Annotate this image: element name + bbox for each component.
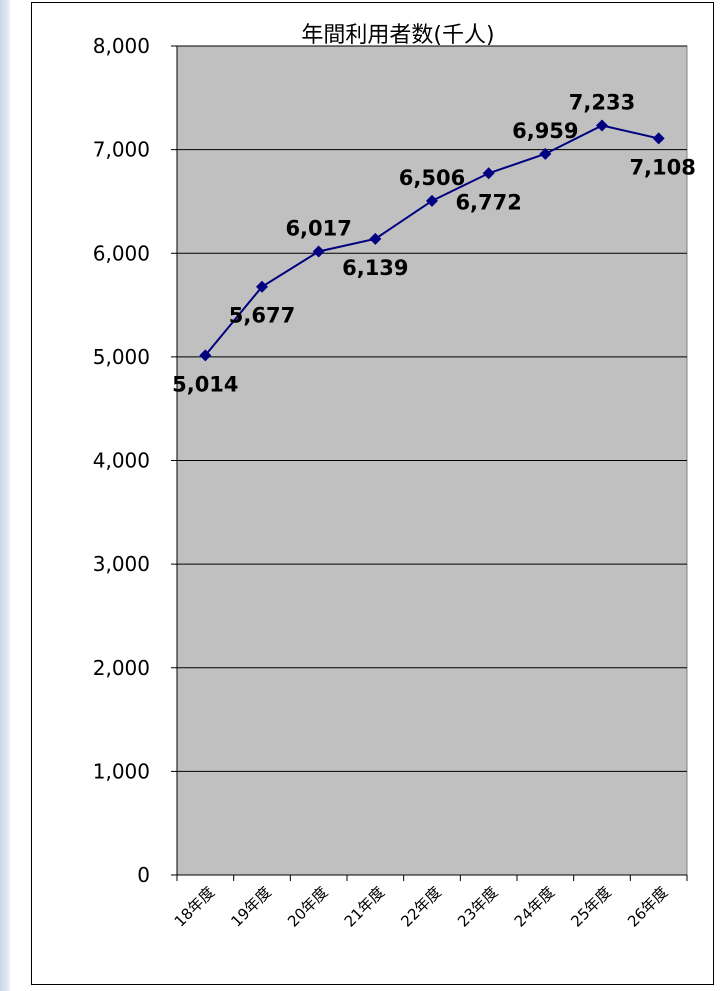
data-point	[312, 245, 325, 258]
data-point	[482, 167, 495, 180]
gridlines	[177, 45, 687, 772]
data-label: 6,959	[512, 119, 578, 143]
y-tick-label: 0	[137, 863, 150, 887]
data-point	[596, 119, 608, 132]
y-tick-label: 5,000	[93, 345, 150, 369]
data-label: 5,014	[172, 372, 238, 396]
y-tick-label: 7,000	[93, 138, 150, 162]
left-background-strip	[0, 0, 10, 991]
data-label: 7,233	[569, 90, 635, 114]
y-tick-label: 8,000	[93, 34, 150, 58]
data-label: 6,506	[399, 166, 465, 190]
y-tick-label: 4,000	[93, 449, 150, 473]
data-point	[652, 132, 665, 145]
data-point	[426, 194, 438, 207]
data-point	[199, 349, 212, 362]
data-point	[539, 147, 552, 160]
data-label: 6,772	[455, 190, 521, 214]
data-label: 6,017	[285, 216, 351, 240]
y-tick-label: 2,000	[93, 656, 150, 680]
data-point	[256, 280, 268, 293]
data-label: 5,677	[229, 304, 295, 328]
y-axis-ticks: 0 1,000 2,000 3,000 4,000 5,000 6,000 7,000 8,00…	[93, 34, 177, 887]
data-markers	[199, 119, 665, 362]
y-tick-label: 3,000	[93, 552, 150, 576]
y-tick-label: 6,000	[93, 241, 150, 265]
data-point	[369, 232, 382, 245]
chart-title: 年間利用者数(千人)	[301, 23, 494, 48]
data-label: 7,108	[629, 155, 695, 179]
data-label: 6,139	[342, 256, 408, 280]
y-tick-label: 1,000	[93, 759, 150, 783]
